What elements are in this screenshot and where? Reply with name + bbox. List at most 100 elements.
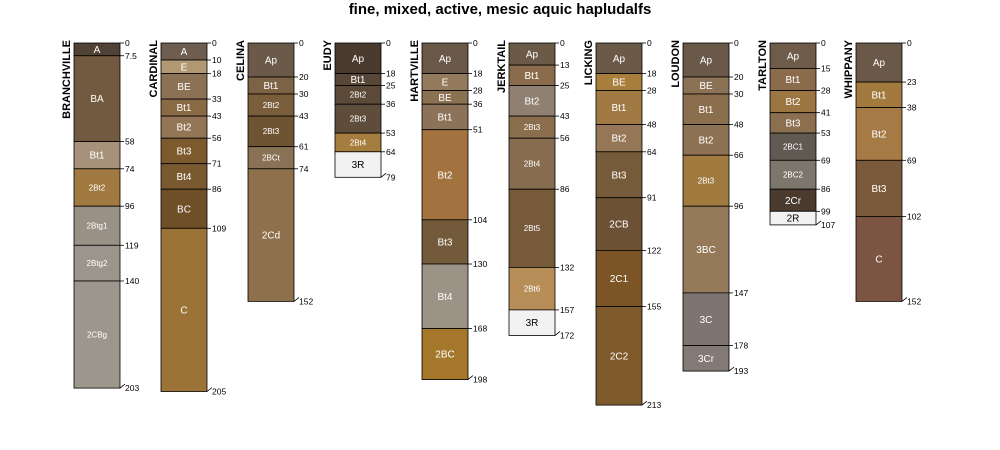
horizon-label: 2BC2: [783, 171, 804, 180]
depth-label: 66: [734, 150, 744, 160]
horizon-rect: [334, 151, 382, 178]
horizon-rect: [682, 292, 730, 346]
depth-label: 10: [212, 55, 222, 65]
depth-label: 96: [125, 201, 135, 211]
horizon-rect: [160, 188, 208, 229]
depth-label: 71: [212, 159, 222, 169]
horizon-label: E: [181, 62, 188, 73]
horizon-rect: [682, 345, 730, 372]
depth-label: 15: [821, 64, 831, 74]
depth-label: 43: [299, 111, 309, 121]
horizon-label: 2C1: [610, 274, 629, 285]
horizon-rect: [508, 266, 556, 311]
horizon-rect: [334, 42, 382, 75]
profile-name: EUDY: [322, 39, 334, 70]
horizon-rect: [160, 227, 208, 392]
horizon-label: C: [875, 254, 882, 265]
horizon-label: 2BC: [435, 350, 454, 361]
horizon-label: 3R: [352, 160, 365, 171]
horizon-label: Bt1: [785, 75, 800, 86]
horizon-rect: [682, 93, 730, 126]
horizon-label: Bt1: [263, 81, 278, 92]
depth-label: 86: [212, 184, 222, 194]
depth-label: 20: [734, 72, 744, 82]
profile-name: HARTVILLE: [409, 40, 421, 102]
bottom-depth-label: 107: [821, 220, 835, 230]
horizon-rect: [682, 205, 730, 294]
depth-label: 91: [647, 193, 657, 203]
horizon-rect: [595, 249, 643, 307]
horizon-label: BE: [699, 81, 713, 92]
horizon-label: 2Bt2: [263, 101, 280, 110]
horizon-rect: [421, 103, 469, 131]
horizon-rect: [247, 168, 295, 302]
depth-tick: [901, 297, 908, 302]
horizon-rect: [73, 280, 121, 389]
depth-label: 119: [125, 240, 139, 250]
bottom-depth-label: 79: [386, 172, 396, 182]
horizon-rect: [73, 244, 121, 282]
depth-tick: [467, 375, 474, 380]
depth-label: 132: [560, 262, 574, 272]
depth-tick: [641, 400, 648, 406]
horizon-label: 3R: [526, 318, 539, 329]
depth-label: 102: [907, 211, 921, 221]
horizon-rect: [73, 141, 121, 170]
horizon-rect: [508, 137, 556, 190]
depth-label: 43: [212, 111, 222, 121]
depth-label: 0: [473, 38, 478, 48]
depth-label: 0: [386, 38, 391, 48]
horizon-rect: [682, 154, 730, 207]
horizon-label: 3C: [700, 315, 713, 326]
depth-label: 53: [821, 128, 831, 138]
horizon-label: Bt2: [437, 170, 452, 181]
depth-tick: [554, 331, 561, 336]
horizon-label: Bt2: [176, 123, 191, 134]
horizon-label: Ap: [352, 54, 365, 65]
horizon-label: Bt4: [176, 172, 191, 183]
horizon-label: Bt1: [611, 103, 626, 114]
horizon-rect: [73, 55, 121, 142]
horizon-label: BE: [438, 93, 452, 104]
horizon-rect: [508, 309, 556, 336]
depth-label: 36: [386, 99, 396, 109]
depth-label: 36: [473, 99, 483, 109]
depth-label: 25: [386, 81, 396, 91]
horizon-rect: [508, 85, 556, 117]
depth-label: 74: [299, 164, 309, 174]
horizon-label: Bt3: [871, 184, 886, 195]
horizon-rect: [682, 42, 730, 78]
horizon-label: Bt3: [437, 237, 452, 248]
horizon-label: 2CBg: [87, 330, 107, 339]
bottom-depth-label: 193: [734, 366, 748, 376]
depth-label: 43: [560, 111, 570, 121]
depth-tick: [119, 383, 126, 389]
horizon-label: 2Cr: [785, 196, 802, 207]
depth-tick: [815, 220, 822, 226]
horizon-rect: [247, 115, 295, 148]
profile-name: BRANCHVILLE: [61, 40, 73, 119]
horizon-label: Ap: [439, 54, 452, 65]
horizon-rect: [769, 210, 817, 226]
depth-label: 155: [647, 302, 661, 312]
depth-label: 69: [907, 155, 917, 165]
bottom-depth-label: 198: [473, 375, 487, 385]
horizon-label: Bt1: [698, 105, 713, 116]
horizon-label: 2CB: [609, 220, 629, 231]
horizon-label: Bt3: [785, 118, 800, 129]
depth-label: 7.5: [125, 51, 137, 61]
horizon-rect: [769, 159, 817, 190]
horizon-label: Ap: [613, 54, 626, 65]
profile-name: CARDINAL: [148, 40, 160, 98]
depth-label: 28: [473, 86, 483, 96]
depth-label: 96: [734, 201, 744, 211]
bottom-depth-label: 213: [647, 400, 661, 410]
horizon-label: 2R: [787, 214, 800, 225]
horizon-rect: [855, 215, 903, 302]
bottom-depth-label: 152: [299, 296, 313, 306]
horizon-label: 2BC1: [783, 143, 804, 152]
depth-label: 64: [647, 147, 657, 157]
horizon-label: Ap: [700, 56, 713, 67]
depth-label: 33: [212, 94, 222, 104]
depth-label: 122: [647, 245, 661, 255]
